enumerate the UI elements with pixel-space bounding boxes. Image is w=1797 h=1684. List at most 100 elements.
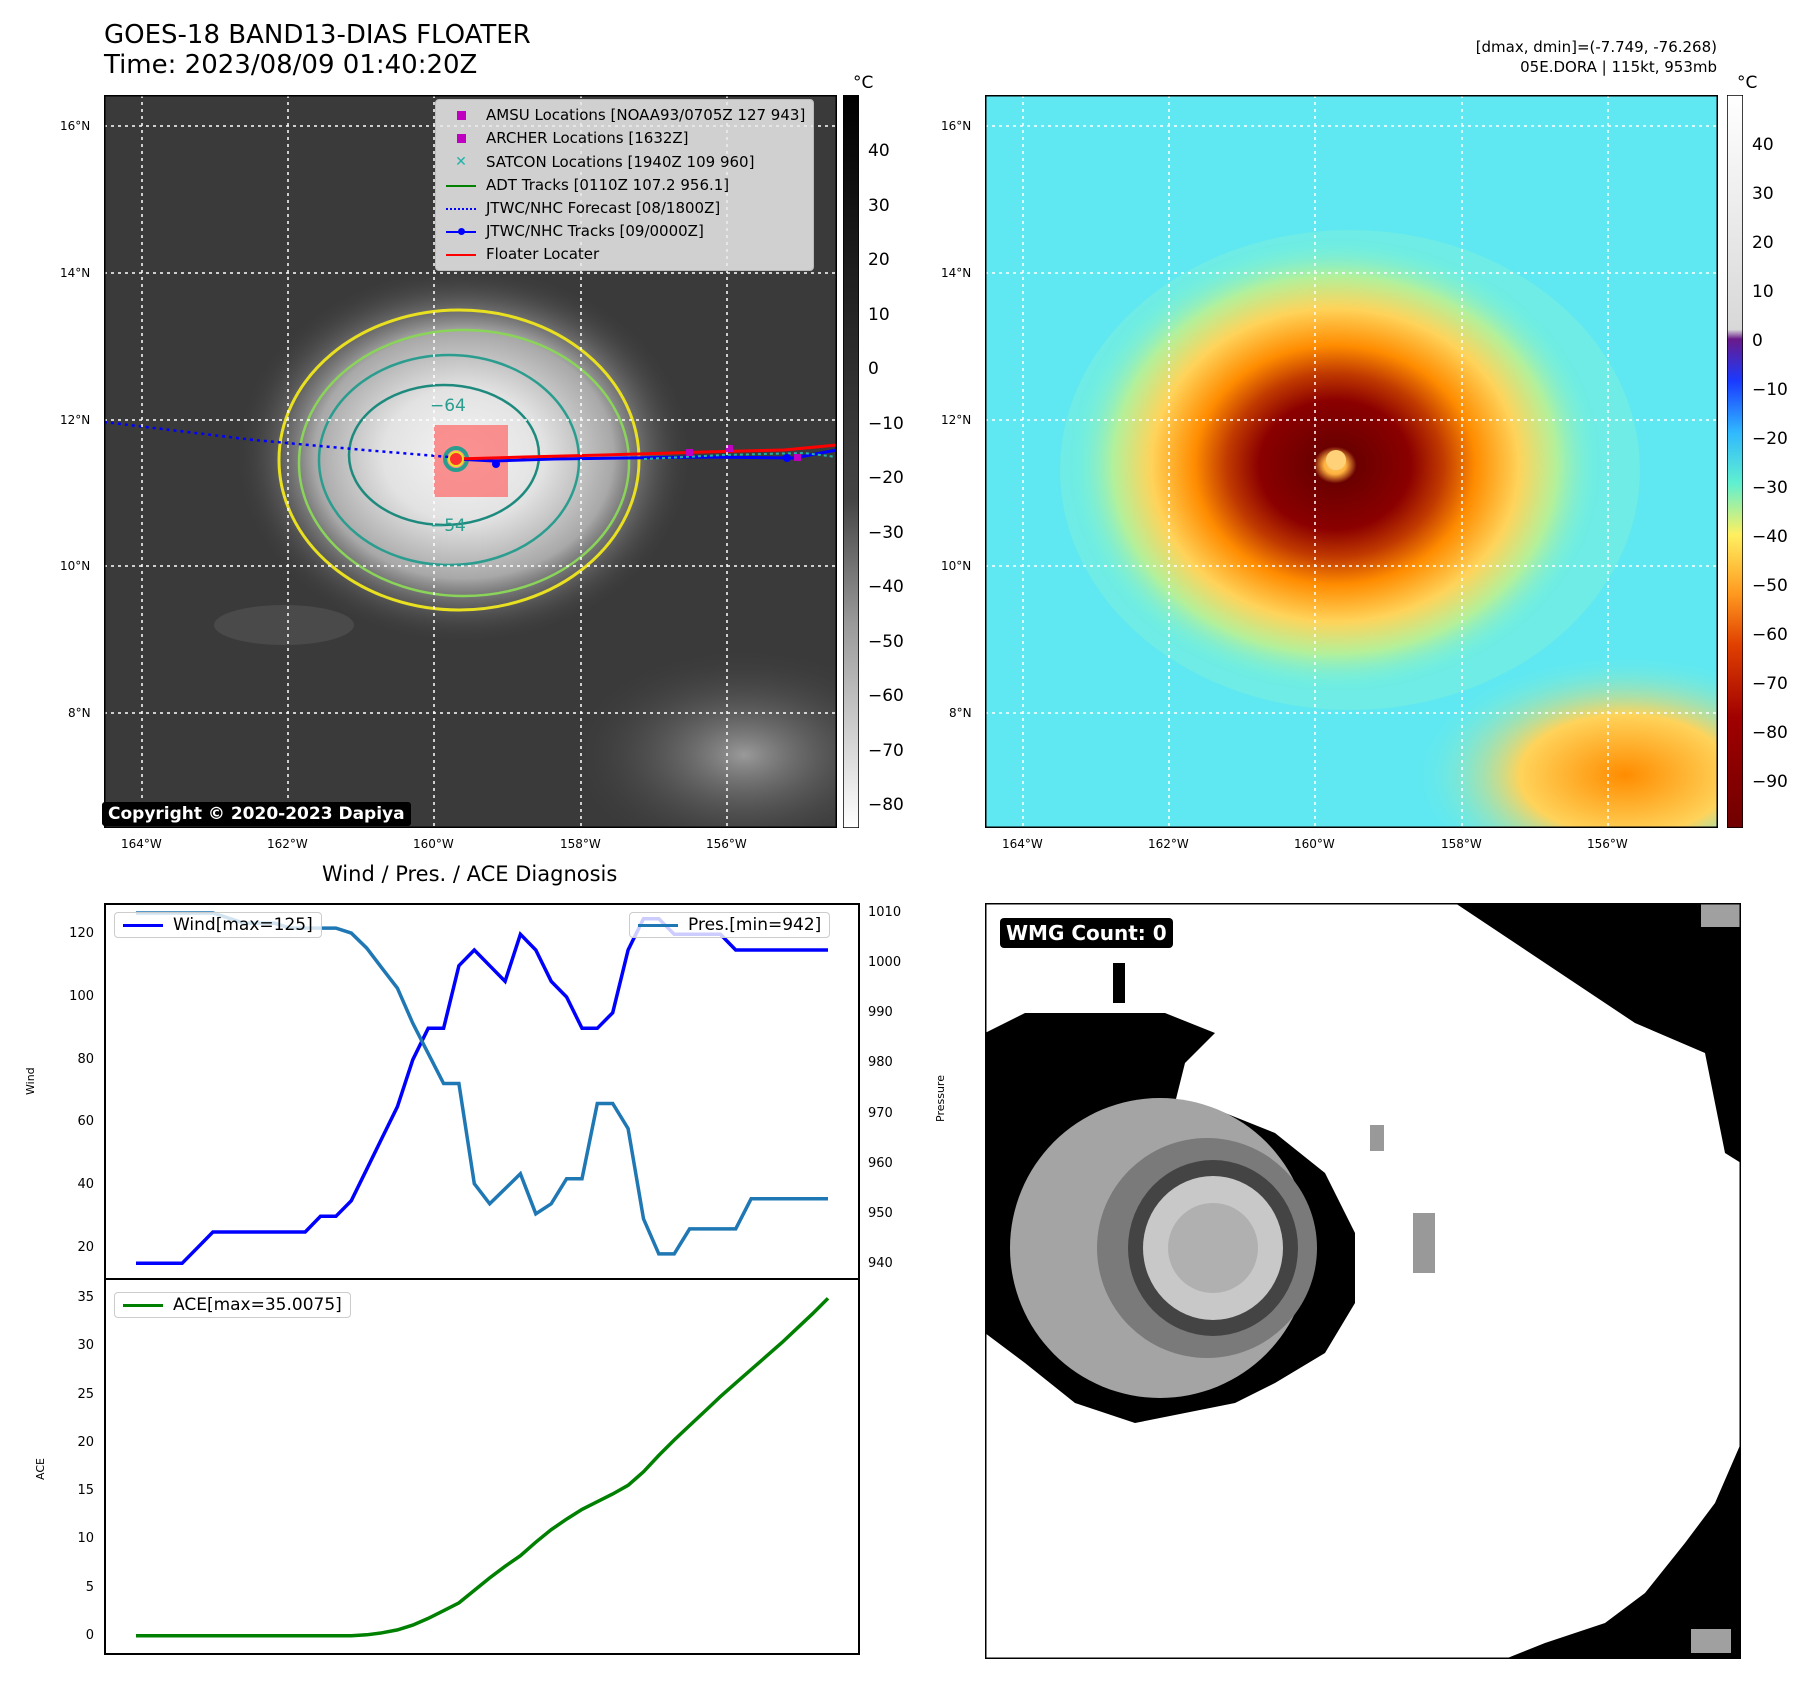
ir-lat-label: 16°N: [60, 119, 91, 133]
ir-lon-label: 164°W: [121, 837, 162, 851]
colorbar-tick: −50: [868, 631, 904, 652]
legend-symbol: [444, 174, 478, 197]
legend-label: AMSU Locations [NOAA93/0705Z 127 943]: [486, 106, 806, 124]
track-point: [492, 460, 500, 468]
track-point: [783, 454, 791, 462]
wmg-frame: [985, 903, 1741, 1659]
amsu-marker: [794, 454, 801, 461]
title-line2: Time: 2023/08/09 01:40:20Z: [104, 50, 478, 80]
color-lat-label: 12°N: [941, 413, 972, 427]
colorbar-tick: −70: [1752, 674, 1788, 694]
legend-row: ✕ SATCON Locations [1940Z 109 960]: [444, 150, 805, 174]
wmg-eye-center: [1168, 1203, 1258, 1293]
colorbar-tick: −30: [1752, 478, 1788, 498]
axis-tick-label: 60: [77, 1114, 94, 1130]
amsu-marker: [726, 445, 733, 452]
colorbar-tick: 0: [1752, 331, 1763, 351]
color-lat-label: 16°N: [941, 119, 972, 133]
colorbar-tick: −80: [868, 795, 904, 815]
colorbar-tick: −90: [1752, 772, 1788, 792]
contour-label-64: −64: [430, 396, 466, 416]
axis-tick-label: 20: [77, 1434, 94, 1450]
legend-label: JTWC/NHC Forecast [08/1800Z]: [486, 199, 721, 217]
ace-legend-swatch: [123, 1303, 163, 1307]
sw-cloud-band: [214, 605, 354, 645]
colorbar-tick: 30: [1752, 184, 1774, 204]
color-lon-label: 164°W: [1002, 837, 1043, 851]
color-frame: [985, 95, 1718, 828]
archer-marker: [686, 449, 693, 456]
legend-row: AMSU Locations [NOAA93/0705Z 127 943]: [444, 104, 805, 127]
wmg-count-label: WMG Count: 0: [1000, 918, 1173, 948]
wmg-small-gray: [1370, 1125, 1384, 1151]
legend-label: JTWC/NHC Tracks [09/0000Z]: [486, 222, 704, 240]
wmg-ne-black: [1455, 903, 1741, 1163]
ir-lat-label: 8°N: [68, 706, 91, 720]
storm-eye: [1326, 450, 1346, 470]
axis-tick-label: 940: [868, 1255, 893, 1271]
wind-axis-label: Wind: [24, 1067, 37, 1095]
ir-lon-label: 162°W: [267, 837, 308, 851]
colorbar-tick: −70: [868, 740, 904, 761]
axis-tick-label: 20: [77, 1239, 94, 1255]
pressure-legend-label: Pres.[min=942]: [688, 915, 822, 935]
colorbar-tick: −30: [868, 522, 904, 543]
pressure-series-line: [136, 911, 828, 1256]
wind-series-line: [136, 916, 828, 1266]
wind-legend: Wind[max=125]: [114, 912, 322, 938]
floater-locater-track: [455, 443, 837, 461]
pressure-legend: Pres.[min=942]: [629, 912, 831, 938]
axis-tick-label: 1000: [868, 955, 902, 971]
diagnosis-title: Wind / Pres. / ACE Diagnosis: [322, 862, 618, 886]
legend-row: JTWC/NHC Tracks [09/0000Z]: [444, 220, 805, 243]
colorbar-tick: −40: [1752, 527, 1788, 547]
header-right-line2: 05E.DORA | 115kt, 953mb: [1520, 58, 1717, 76]
pressure-legend-swatch: [638, 923, 678, 927]
ir-lon-label: 158°W: [560, 837, 601, 851]
axis-tick-label: 10: [77, 1531, 94, 1547]
colorbar-tick: −20: [1752, 429, 1788, 449]
axis-tick-label: 990: [868, 1005, 893, 1021]
axis-tick-label: 950: [868, 1205, 893, 1221]
legend-row: ARCHER Locations [1632Z]: [444, 127, 805, 150]
axis-tick-label: 980: [868, 1055, 893, 1071]
ir-lat-label: 12°N: [60, 413, 91, 427]
legend-symbol: [444, 243, 478, 266]
colorbar-tick: 20: [1752, 233, 1774, 253]
legend-symbol: [444, 220, 478, 243]
colorbar-tick: −10: [1752, 380, 1788, 400]
legend-symbol: [444, 127, 478, 150]
wmg-se-gray: [1691, 1629, 1731, 1653]
contour-green: [297, 328, 631, 598]
ir-lat-label: 10°N: [60, 559, 91, 573]
axis-tick-label: 80: [77, 1051, 94, 1067]
colorbar-tick: 40: [1752, 135, 1774, 155]
colorbar-tick: 30: [868, 195, 890, 216]
ace-series-line: [136, 1297, 830, 1638]
legend-symbol: [444, 104, 478, 127]
pressure-axis-label: Pressure: [934, 1075, 947, 1122]
ir-legend: AMSU Locations [NOAA93/0705Z 127 943] ARC…: [435, 99, 815, 271]
ace-axis-label: ACE: [34, 1458, 47, 1480]
legend-row: Floater Locater: [444, 243, 805, 266]
axis-tick-label: 25: [77, 1386, 94, 1402]
se-cloud-cluster: [564, 645, 837, 828]
colorbar-tick: 40: [868, 141, 890, 161]
contour-teal-inner: [347, 383, 541, 527]
header-right-line1: [dmax, dmin]=(-7.749, -76.268): [1475, 38, 1717, 56]
wind-legend-label: Wind[max=125]: [173, 915, 313, 935]
color-gridlines: [985, 95, 1718, 828]
ir-colorbar-unit: °C: [853, 73, 874, 93]
legend-label: Floater Locater: [486, 245, 600, 263]
colorbar-tick: −80: [1752, 723, 1788, 743]
wind-chart-frame: [104, 903, 860, 1279]
wind-legend-swatch: [123, 923, 163, 927]
color-colorbar-unit: °C: [1737, 73, 1758, 93]
color-lon-label: 160°W: [1294, 837, 1335, 851]
legend-row: ADT Tracks [0110Z 107.2 956.1]: [444, 174, 805, 197]
color-colorbar: [1727, 95, 1743, 828]
wmg-ne-gray: [1701, 903, 1741, 927]
legend-symbol: [444, 197, 478, 220]
legend-label: ADT Tracks [0110Z 107.2 956.1]: [486, 176, 730, 194]
colorbar-tick: −20: [868, 468, 904, 488]
